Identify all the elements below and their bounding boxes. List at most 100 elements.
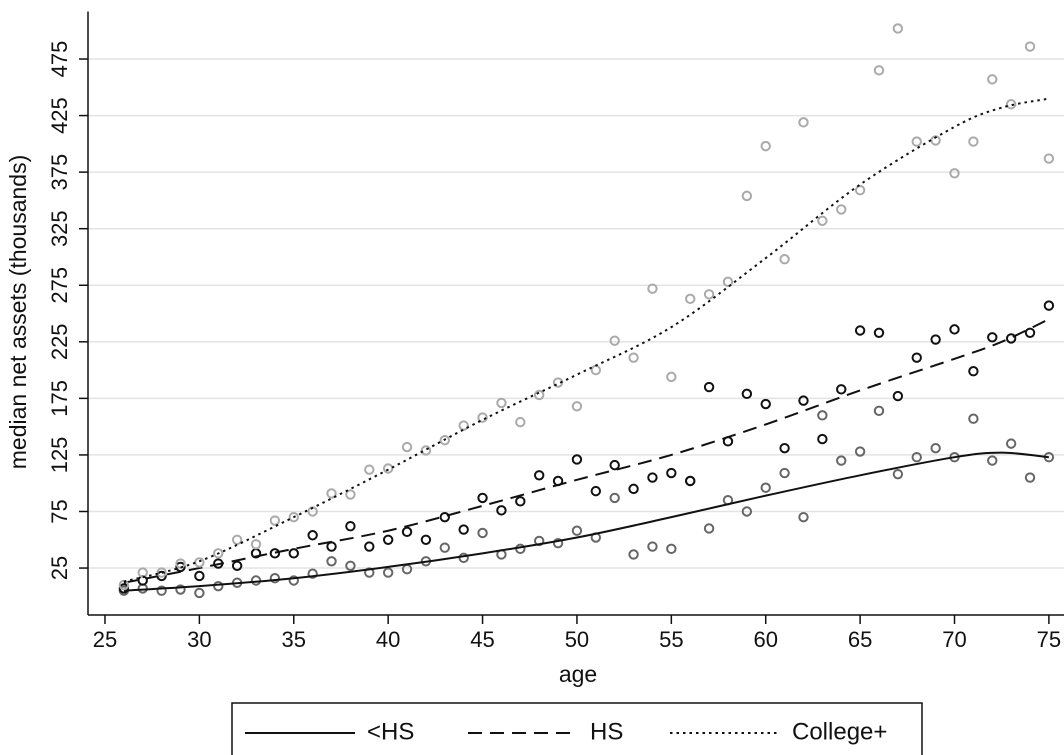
x-tick-label: 75 — [1037, 627, 1061, 652]
y-tick-label: 475 — [47, 41, 72, 78]
x-tick-label: 45 — [470, 627, 494, 652]
data-point — [798, 117, 809, 128]
data-point — [741, 388, 753, 400]
data-point — [118, 583, 130, 594]
data-point — [326, 488, 337, 499]
data-point — [666, 371, 677, 383]
data-point — [892, 468, 904, 480]
data-point — [269, 515, 281, 526]
data-point — [854, 185, 866, 196]
data-point — [779, 467, 790, 479]
data-point — [345, 521, 356, 532]
data-point — [836, 455, 847, 466]
data-point — [628, 483, 639, 495]
x-tick-label: 55 — [659, 627, 683, 652]
data-point — [647, 541, 658, 552]
data-point — [987, 332, 998, 343]
data-point — [817, 410, 828, 421]
fit-line — [123, 451, 1049, 592]
data-point — [590, 485, 602, 497]
data-point — [420, 534, 432, 545]
data-point — [1024, 41, 1036, 52]
x-tick-label: 50 — [565, 627, 589, 652]
fit-line — [123, 318, 1050, 584]
data-point — [760, 482, 771, 493]
data-point — [326, 541, 337, 552]
data-point — [194, 557, 205, 568]
data-point — [685, 475, 696, 487]
legend-label: College+ — [792, 718, 887, 745]
data-point — [401, 563, 413, 575]
data-point — [175, 558, 186, 569]
data-point — [571, 454, 583, 465]
data-point — [420, 445, 432, 456]
data-point — [628, 352, 639, 363]
data-point — [628, 549, 639, 560]
data-point — [703, 523, 715, 534]
data-point — [515, 416, 526, 428]
data-point — [703, 289, 715, 300]
data-point — [836, 384, 847, 395]
x-tick-label: 30 — [187, 627, 211, 652]
data-point — [930, 334, 941, 345]
legend-label: HS — [590, 718, 623, 745]
data-point — [854, 325, 866, 336]
y-tick-label: 75 — [47, 499, 72, 523]
data-point — [892, 23, 904, 34]
data-point — [533, 389, 545, 401]
x-tick-label: 60 — [753, 627, 777, 652]
data-point — [968, 413, 979, 424]
data-point — [590, 364, 602, 376]
data-point — [647, 472, 658, 483]
x-axis-title: age — [559, 661, 597, 687]
data-point — [307, 530, 318, 541]
data-point — [741, 190, 753, 202]
data-point — [741, 506, 753, 517]
y-tick-label: 225 — [47, 323, 72, 360]
data-point — [609, 492, 620, 504]
data-point — [666, 543, 677, 555]
fit-line — [123, 97, 1050, 583]
data-point — [288, 511, 299, 523]
data-point — [722, 276, 734, 288]
legend-label: <HS — [367, 718, 414, 745]
data-point — [382, 463, 394, 474]
data-point — [288, 548, 299, 559]
y-tick-label: 425 — [47, 97, 72, 134]
data-point — [685, 293, 696, 305]
data-point — [911, 451, 922, 463]
data-point — [571, 401, 583, 412]
data-point — [439, 511, 450, 523]
data-point — [364, 541, 375, 552]
data-point — [401, 526, 413, 538]
data-point — [911, 352, 922, 363]
data-point — [873, 405, 885, 417]
data-point — [968, 366, 979, 377]
y-tick-label: 25 — [47, 556, 72, 580]
data-point — [326, 556, 337, 567]
data-point — [1005, 438, 1017, 449]
y-axis-title: median net assets (thousands) — [5, 155, 31, 470]
data-point — [1024, 327, 1036, 338]
y-tick-label: 375 — [47, 154, 72, 191]
data-point — [250, 539, 262, 550]
data-point — [817, 215, 828, 226]
data-point — [458, 420, 469, 431]
data-point — [477, 527, 488, 539]
data-point — [666, 467, 677, 479]
data-point — [496, 505, 507, 516]
data-point — [496, 397, 507, 409]
data-point — [439, 542, 450, 553]
x-tick-label: 70 — [942, 627, 966, 652]
y-tick-label: 175 — [47, 380, 72, 417]
data-point — [288, 575, 299, 586]
x-tick-label: 25 — [93, 627, 117, 652]
data-point — [345, 560, 356, 571]
data-point — [1005, 333, 1017, 344]
data-point — [779, 442, 790, 454]
data-point — [515, 496, 526, 507]
legend-box — [231, 702, 923, 755]
data-point — [798, 395, 809, 406]
data-point — [269, 548, 281, 559]
